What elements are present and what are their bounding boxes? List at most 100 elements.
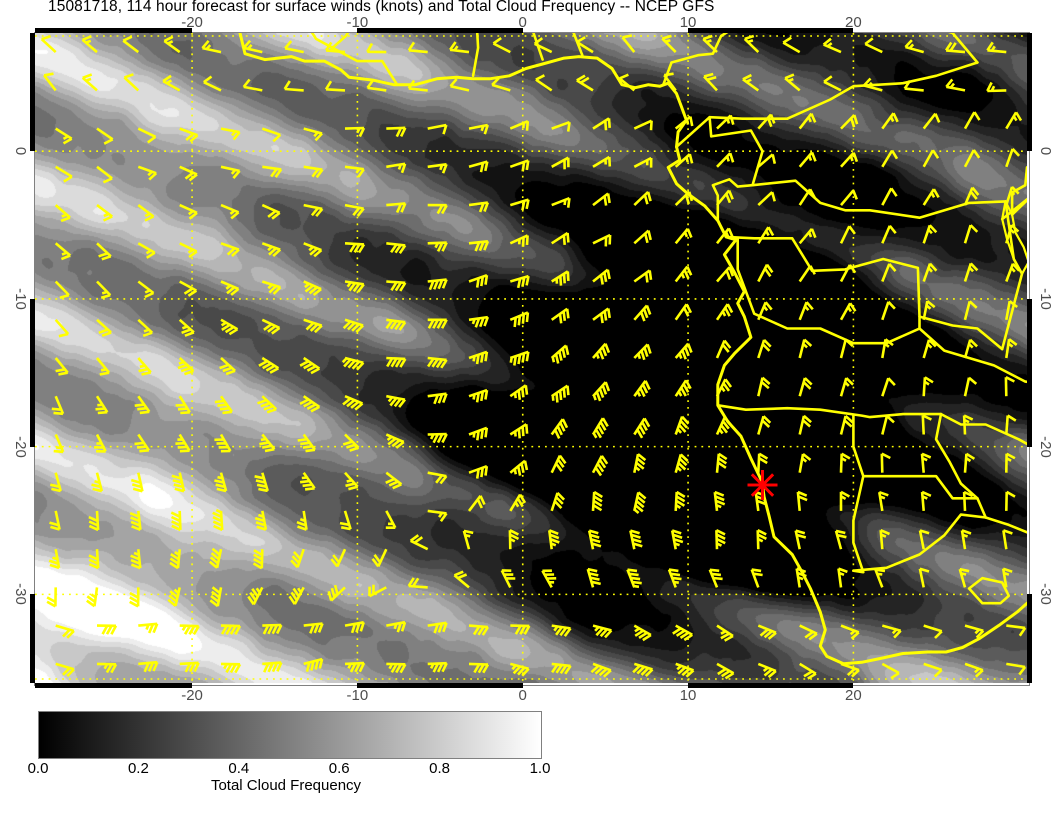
wind-barb — [963, 300, 978, 321]
wind-barb — [299, 471, 316, 491]
wind-barb — [96, 624, 118, 635]
wind-barb — [629, 529, 643, 550]
wind-barb — [88, 510, 100, 532]
wind-barb — [96, 662, 118, 674]
station-marker — [747, 470, 778, 500]
wind-barb — [138, 660, 159, 673]
wind-barb — [262, 165, 283, 178]
wind-barb — [834, 529, 847, 550]
map-coastline — [532, 33, 544, 61]
wind-barb — [881, 263, 897, 282]
wind-barb — [880, 452, 891, 473]
wind-barb — [592, 624, 613, 639]
colorbar-tick-label: 0.6 — [328, 760, 350, 777]
wind-barb — [468, 350, 489, 365]
wind-barb — [212, 508, 224, 532]
wind-barb — [839, 264, 857, 283]
wind-barb — [468, 315, 490, 328]
wind-barb — [427, 278, 448, 291]
wind-barb — [757, 191, 776, 207]
wind-barb — [963, 452, 976, 473]
wind-barb — [591, 417, 609, 439]
wind-barb — [427, 661, 448, 673]
x-axis-tick-label-top: 0 — [518, 14, 527, 31]
wind-barb — [592, 268, 611, 285]
wind-barb — [592, 192, 611, 207]
wind-barb — [881, 624, 902, 639]
wind-barb — [535, 74, 553, 92]
wind-barb — [840, 189, 859, 206]
wind-barb — [881, 149, 899, 168]
wind-barb — [839, 452, 851, 473]
wind-barb — [922, 188, 940, 206]
wind-barb — [550, 384, 570, 403]
map-coastline — [967, 576, 1011, 605]
wind-barb — [341, 356, 365, 371]
wind-barb — [179, 203, 198, 220]
wind-barb — [879, 529, 891, 550]
wind-barb — [920, 490, 932, 512]
wind-barb — [261, 242, 282, 258]
wind-barb — [618, 73, 636, 92]
wind-barb — [586, 567, 601, 588]
wind-barb — [288, 586, 305, 605]
wind-barb — [96, 242, 112, 261]
wind-barb — [407, 41, 428, 54]
wind-barb — [986, 41, 1007, 54]
map-coastline — [310, 33, 350, 50]
wind-barb — [468, 123, 489, 135]
wind-barb — [303, 280, 322, 297]
frame-segment — [30, 298, 35, 447]
wind-barb — [743, 34, 760, 54]
wind-barb — [96, 127, 114, 145]
wind-barb — [874, 568, 886, 588]
wind-barb — [220, 127, 241, 141]
wind-barb — [94, 433, 107, 453]
wind-barb — [407, 79, 428, 92]
map-coastline — [934, 412, 1027, 534]
wind-barb — [258, 356, 280, 374]
frame-segment — [1027, 33, 1032, 152]
wind-barb — [960, 529, 972, 550]
wind-barb — [330, 548, 347, 568]
frame-segment — [35, 683, 193, 688]
wind-barb — [922, 300, 936, 321]
map-coastline — [1000, 197, 1027, 221]
wind-barb — [754, 490, 767, 512]
wind-barb — [220, 318, 239, 336]
map-coastline — [852, 414, 865, 574]
wind-barb — [262, 661, 283, 673]
map-plot-area[interactable] — [35, 33, 1027, 683]
wind-barb — [467, 495, 486, 512]
wind-barb — [509, 274, 530, 289]
wind-barb — [386, 126, 407, 138]
frame-segment — [688, 683, 854, 688]
wind-barb — [167, 587, 181, 607]
wind-barb — [208, 547, 223, 569]
wind-barb — [757, 301, 773, 321]
wind-barb — [551, 156, 570, 170]
wind-barb — [715, 452, 728, 473]
wind-barb — [881, 338, 894, 359]
wind-barb — [88, 549, 100, 570]
wind-barb — [633, 453, 647, 473]
wind-barb — [945, 41, 966, 54]
wind-barb — [137, 318, 154, 338]
wind-barb — [822, 37, 842, 54]
wind-barb — [468, 464, 489, 479]
map-coastline — [1001, 200, 1027, 275]
x-axis-tick-label-top: 10 — [679, 14, 697, 31]
wind-barb — [427, 432, 448, 444]
wind-barb — [259, 433, 276, 453]
wind-barb — [303, 203, 324, 218]
wind-barb — [201, 39, 222, 54]
wind-barb — [986, 81, 1007, 93]
wind-barb — [1005, 148, 1021, 168]
wind-barb — [702, 34, 718, 54]
frame-segment — [30, 594, 35, 683]
wind-barb — [963, 149, 981, 168]
map-coastline — [675, 115, 789, 149]
wind-barb — [508, 529, 520, 550]
wind-barb — [674, 153, 694, 168]
wind-barb — [715, 529, 726, 550]
